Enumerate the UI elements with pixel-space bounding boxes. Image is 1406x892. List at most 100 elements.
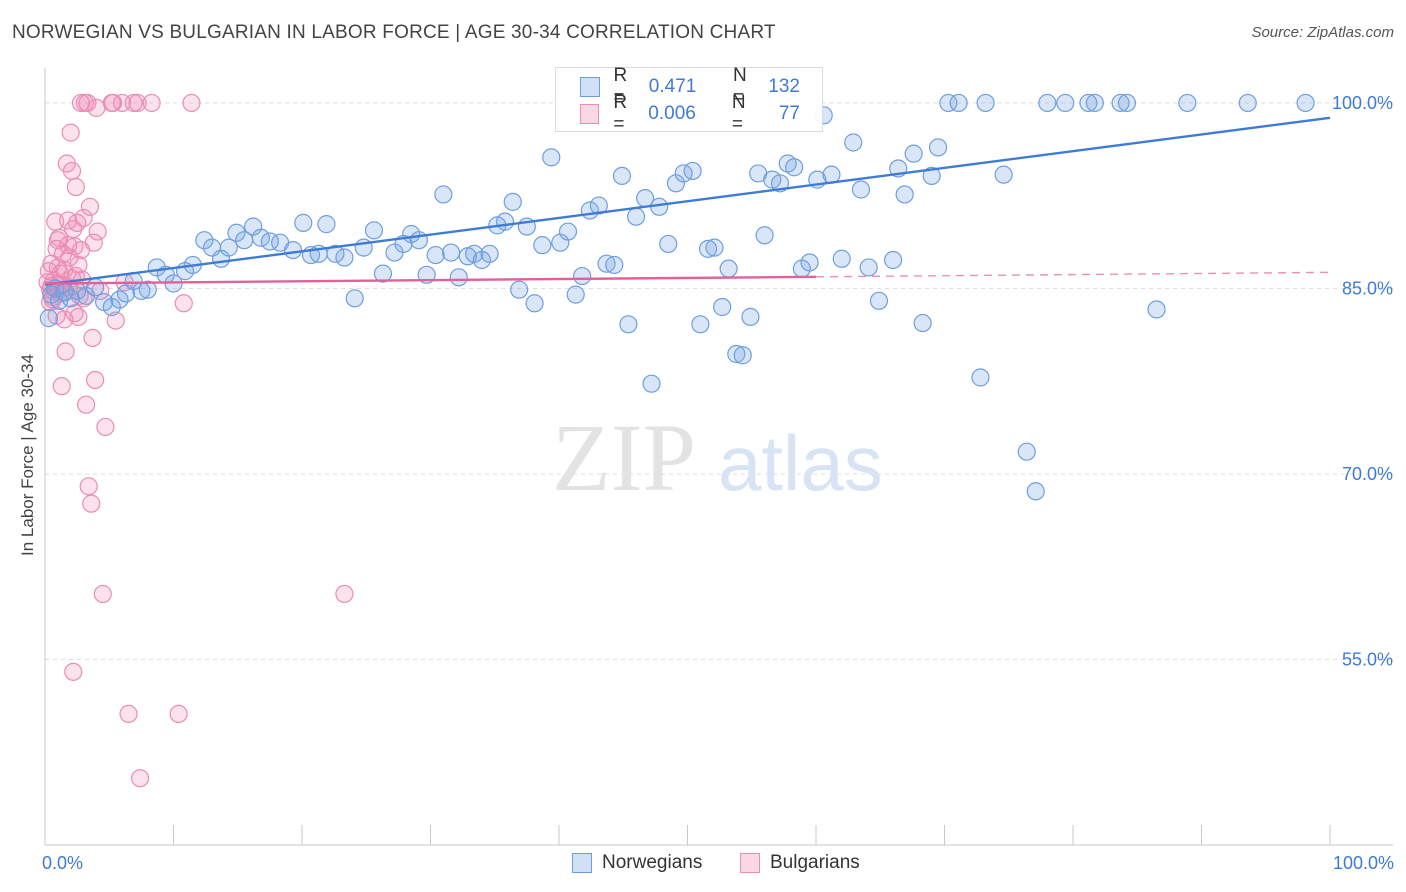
point-norwegian [138,280,157,299]
point-norwegian [542,148,561,167]
point-bulgarian [52,377,71,396]
point-norwegian [698,239,718,258]
point-norwegian [434,185,453,204]
point-bulgarian [61,123,80,142]
legend-r-value: 0.006 [648,103,696,124]
legend-row-bulgarians: R = 0.006 N = 77 [580,92,822,135]
point-norwegian [50,291,69,310]
legend-r-label: R = [613,92,628,135]
point-norwegian [227,223,246,242]
point-norwegian [326,244,345,263]
point-norwegian [832,249,851,268]
point-bulgarian [66,177,85,197]
legend-r-label: R = [613,65,628,108]
point-norwegian [1296,93,1315,113]
point-norwegian [895,185,914,204]
watermark: ZIP atlas [552,404,883,511]
legend-n-value: 77 [778,103,800,124]
point-norwegian [1178,93,1197,113]
point-bulgarian [142,93,161,113]
point-norwegian [971,368,990,387]
point-norwegian [994,165,1013,184]
point-norwegian [683,161,702,181]
point-norwegian [503,192,522,211]
point-norwegian [597,254,616,273]
point-norwegian [573,266,592,286]
point-norwegian [869,291,889,310]
point-norwegian [426,245,445,265]
point-bulgarian [74,208,93,228]
legend-swatch-blue [580,77,600,97]
legend-swatch-pink [580,104,600,124]
point-norwegian [851,180,871,199]
point-norwegian [1238,93,1257,113]
point-bulgarian [96,417,115,437]
legend-r-value: 0.471 [648,76,697,97]
point-norwegian [642,374,661,393]
point-bulgarian [86,370,105,390]
point-norwegian [928,138,948,157]
point-bulgarian [106,311,125,330]
point-bulgarian [62,161,82,181]
point-norwegian [705,238,724,257]
legend-row-norwegians: R = 0.471 N = 132 [580,65,822,108]
point-norwegian [373,264,393,283]
trend-lines [44,116,1331,286]
point-norwegian [441,243,461,262]
point-norwegian [1085,93,1104,113]
trend-line-bulgarians [44,275,817,285]
point-norwegian [626,207,646,226]
series-swatch-pink [740,853,760,873]
point-norwegian [251,228,270,247]
y-tick-label: 85.0% [1342,278,1393,298]
point-norwegian [335,248,354,267]
legend-n-label: N = [731,92,746,135]
point-bulgarian [74,289,93,308]
point-norwegian [741,307,760,326]
point-bulgarian [87,98,106,117]
point-norwegian [1026,482,1045,501]
point-bulgarian [82,494,101,513]
point-bulgarian [128,93,147,113]
point-norwegian [510,280,529,299]
series-label: Norwegians [602,852,703,873]
correlation-legend: R = 0.471 N = 132 R = 0.006 N = 77 [555,65,823,135]
legend-n-value: 132 [768,76,800,97]
point-bulgarian [88,222,107,241]
point-bulgarian [39,262,58,281]
x-tick-label-max: 100.0% [1332,853,1394,873]
point-norwegian [719,259,738,278]
point-norwegian [61,289,80,308]
point-norwegian [558,222,578,241]
point-norwegian [589,196,608,215]
point-norwegian [1038,93,1057,113]
y-tick-label: 100.0% [1332,93,1393,113]
series-legend-bulgarians[interactable]: Bulgarians [740,852,860,874]
point-bulgarian [83,328,102,348]
point-norwegian [480,244,499,263]
point-norwegian [939,93,958,113]
point-norwegian [219,238,238,257]
series-legend-norwegians[interactable]: Norwegians [572,852,702,874]
point-norwegian [755,226,774,245]
axes [44,68,1393,846]
point-norwegian [1117,93,1137,113]
point-norwegian [1017,442,1036,461]
point-norwegian [659,234,678,254]
trend-line-bulgarians-extension [815,271,1331,278]
point-bulgarian [124,93,143,113]
point-norwegian [525,294,544,313]
series-label: Bulgarians [770,852,860,873]
source-label: Source: ZipAtlas.com [1251,24,1394,41]
point-bulgarian [56,342,75,361]
point-norwegian [39,309,58,328]
y-tick-labels: 55.0% 70.0% 85.0% 100.0% [1332,93,1393,670]
point-norwegian [727,344,746,364]
point-norwegian [317,215,336,234]
point-norwegian [859,258,878,277]
point-norwegian [976,93,995,113]
y-axis-label: In Labor Force | Age 30-34 [18,354,37,556]
y-tick-label: 70.0% [1342,464,1393,484]
point-norwegian [345,289,364,308]
